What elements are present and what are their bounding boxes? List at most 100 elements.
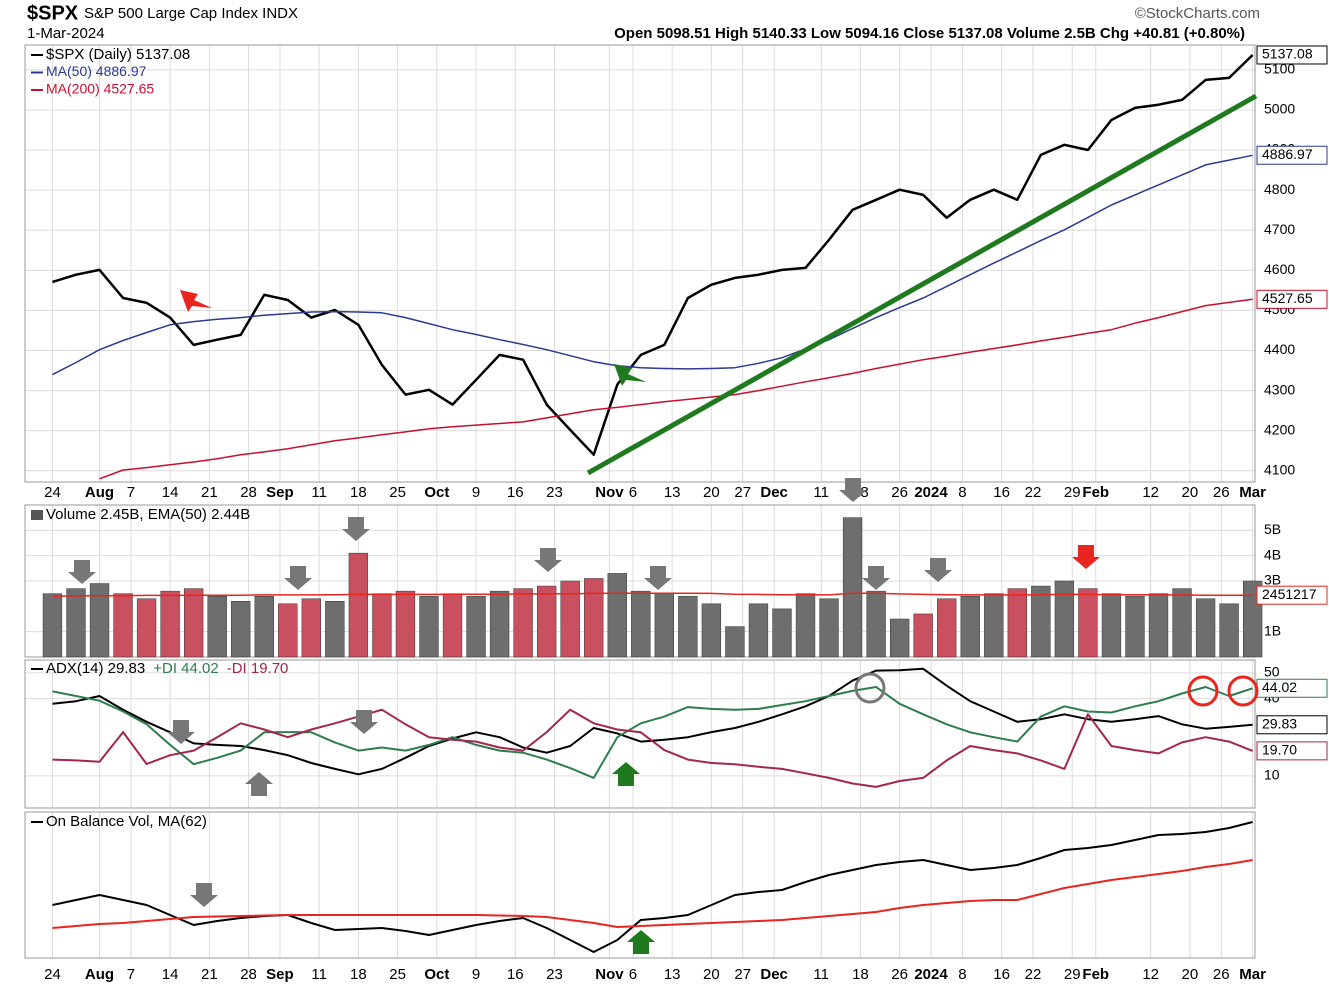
red-circle xyxy=(1187,675,1219,707)
x-tick-label: Nov xyxy=(595,484,624,501)
gray-arrow xyxy=(839,478,867,502)
volume-bar xyxy=(1148,593,1169,658)
volume-bar xyxy=(513,588,533,658)
x-tick-label: 14 xyxy=(162,966,179,983)
volume-bar xyxy=(231,601,251,658)
x-tick-label: 7 xyxy=(127,966,135,983)
gray-arrow xyxy=(644,566,672,590)
series-line xyxy=(52,54,1254,456)
source: ©StockCharts.com xyxy=(1135,5,1260,22)
volume-bar xyxy=(536,585,557,658)
red-arrow xyxy=(1072,545,1100,569)
volume-bar xyxy=(1172,588,1192,658)
y-tick-label: 1B xyxy=(1264,622,1281,638)
volume-bar xyxy=(183,588,204,658)
x-tick-label: 18 xyxy=(350,484,367,501)
volume-bar xyxy=(960,595,980,658)
x-tick-label: 16 xyxy=(507,966,524,983)
volume-bar xyxy=(725,626,745,658)
value-box-label: 44.02 xyxy=(1262,679,1297,695)
x-tick-label: 16 xyxy=(507,484,524,501)
series-line xyxy=(52,708,1253,788)
volume-bar xyxy=(913,613,933,658)
y-tick-label: 4400 xyxy=(1264,341,1295,357)
y-tick-label: 4300 xyxy=(1264,381,1295,397)
x-tick-label: Oct xyxy=(424,484,449,501)
x-tick-label: 11 xyxy=(311,484,327,501)
volume-bar xyxy=(937,598,957,658)
x-tick-label: 14 xyxy=(162,484,179,501)
series-line xyxy=(52,686,1253,779)
series-line xyxy=(52,821,1253,953)
x-tick-label: 21 xyxy=(201,966,218,983)
x-tick-label: 24 xyxy=(44,484,61,501)
x-tick-label: Aug xyxy=(85,484,114,501)
volume-bar xyxy=(372,593,392,658)
green-arrow xyxy=(614,364,646,386)
x-tick-label: Aug xyxy=(85,966,114,983)
legend-label: $SPX (Daily) 5137.08 xyxy=(46,46,190,63)
volume-bar xyxy=(631,590,651,658)
x-tick-label: Feb xyxy=(1082,966,1109,983)
volume-bar xyxy=(254,595,274,658)
volume-bar xyxy=(136,598,157,658)
volume-bar xyxy=(442,593,463,658)
x-tick-label: 22 xyxy=(1025,484,1042,501)
x-tick-label: Nov xyxy=(595,966,624,983)
volume-bar xyxy=(1219,603,1239,658)
x-tick-label: 28 xyxy=(240,966,257,983)
x-tick-label: 26 xyxy=(1213,484,1230,501)
x-tick-label: 11 xyxy=(813,484,829,501)
panel-title: On Balance Vol, MA(62) xyxy=(46,813,207,830)
green-arrow xyxy=(627,930,655,954)
gray-arrow xyxy=(862,566,890,590)
volume-bar xyxy=(395,590,416,658)
volume-bar xyxy=(701,603,722,658)
x-tick-label: 18 xyxy=(852,966,869,983)
trend-line xyxy=(586,93,1258,476)
x-tick-label: 16 xyxy=(993,484,1010,501)
series-line xyxy=(99,298,1253,480)
x-tick-label: 22 xyxy=(1025,966,1042,983)
volume-bar xyxy=(89,583,110,658)
x-tick-label: 20 xyxy=(703,966,720,983)
volume-bar xyxy=(889,618,910,658)
subtitle: S&P 500 Large Cap Index INDX xyxy=(84,5,298,22)
value-box xyxy=(1256,289,1328,309)
volume-bar xyxy=(772,608,792,658)
y-tick-label: 5B xyxy=(1264,521,1281,537)
volume-bar xyxy=(160,590,180,658)
legend-label: MA(200) 4527.65 xyxy=(46,81,154,97)
x-tick-label: Mar xyxy=(1239,966,1266,983)
x-tick-label: 11 xyxy=(813,966,829,983)
x-tick-label: Dec xyxy=(760,484,788,501)
legend-label: +DI 44.02 xyxy=(153,660,218,677)
y-tick-label: 5000 xyxy=(1264,101,1295,117)
red-arrow xyxy=(180,290,212,312)
x-tick-label: 26 xyxy=(1213,966,1230,983)
x-tick-label: 16 xyxy=(993,966,1010,983)
gray-arrow xyxy=(190,883,218,907)
x-tick-label: 12 xyxy=(1142,484,1159,501)
volume-bar xyxy=(795,593,816,658)
x-tick-label: 12 xyxy=(1142,966,1159,983)
y-tick-label: 4700 xyxy=(1264,221,1295,237)
green-arrow xyxy=(612,762,640,786)
x-tick-label: 25 xyxy=(389,484,406,501)
volume-bar xyxy=(984,593,1004,658)
value-box xyxy=(1256,585,1328,605)
annotations xyxy=(68,93,1259,954)
volume-bar xyxy=(301,598,321,658)
x-tick-label: 18 xyxy=(350,966,367,983)
value-box xyxy=(1256,45,1328,65)
volume-bar xyxy=(66,588,86,658)
x-tick-label: 2024 xyxy=(914,484,948,501)
marks: $SPX (Daily) 5137.08 5137.08 MA(50) 4886.9… xyxy=(31,45,1328,953)
volume-bar xyxy=(207,595,227,658)
legend-label: ADX(14) 29.83 xyxy=(46,660,145,677)
x-tick-label: Sep xyxy=(266,966,294,983)
x-tick-label: Feb xyxy=(1082,484,1109,501)
y-tick-label: 50 xyxy=(1264,664,1280,680)
volume-bar xyxy=(678,595,698,658)
x-tick-label: 21 xyxy=(201,484,218,501)
